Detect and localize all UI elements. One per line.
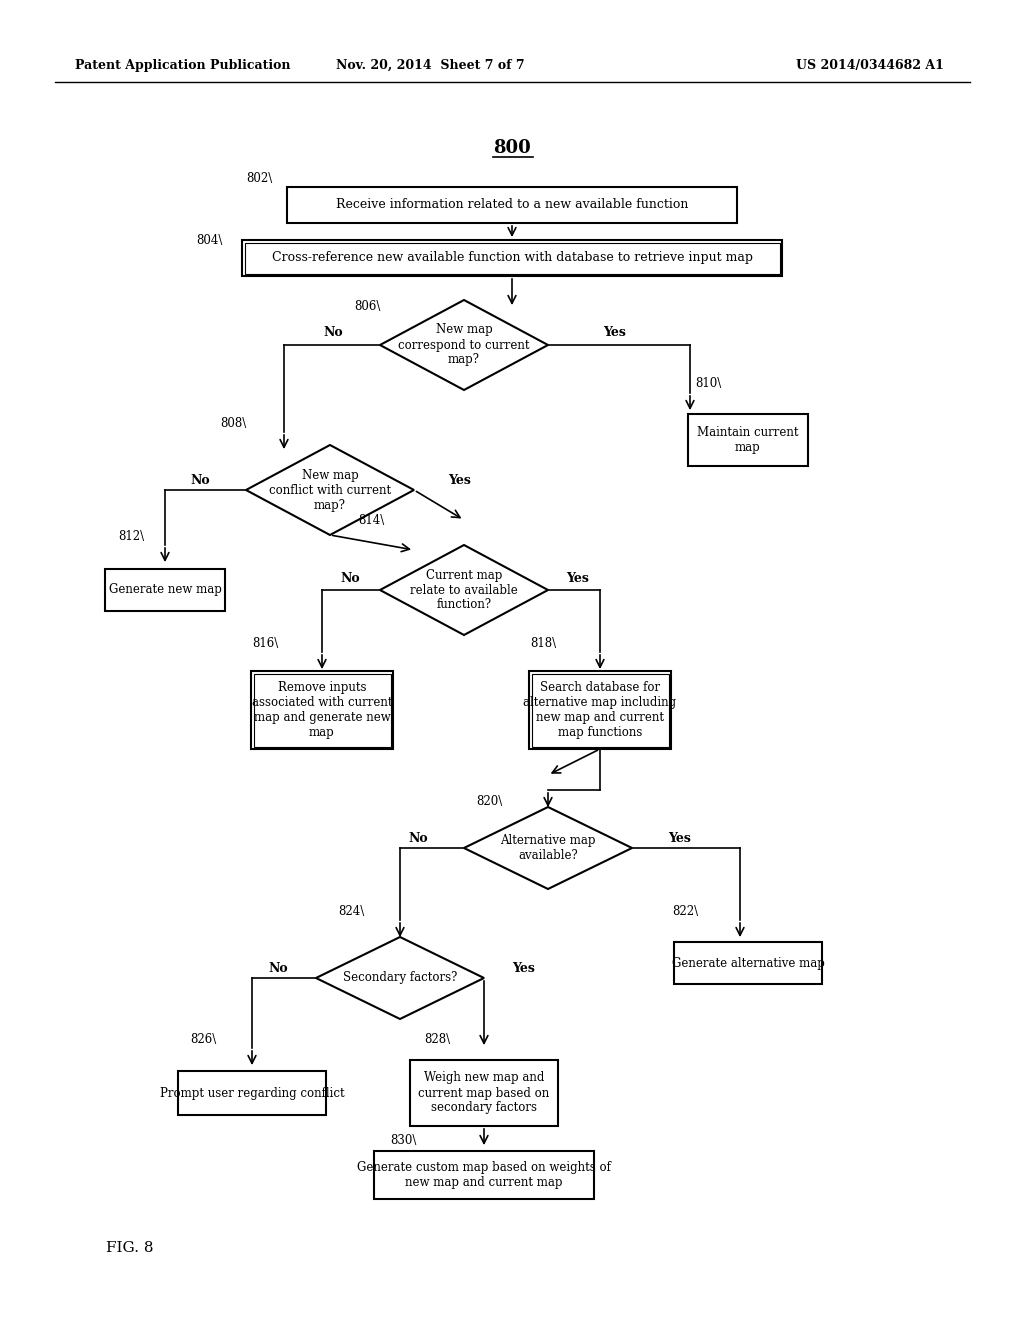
Bar	[245, 243, 779, 273]
Text: 820\: 820\	[476, 795, 502, 808]
Text: 816\: 816\	[252, 638, 279, 649]
Bar	[251, 671, 393, 748]
Polygon shape	[246, 445, 414, 535]
Text: 808\: 808\	[220, 417, 246, 430]
Text: 800: 800	[494, 139, 530, 157]
Text: Yes: Yes	[449, 474, 471, 487]
Text: No: No	[340, 572, 359, 585]
Text: Patent Application Publication: Patent Application Publication	[75, 58, 291, 71]
Text: Yes: Yes	[566, 572, 590, 585]
Bar	[674, 942, 822, 983]
Text: 814\: 814\	[358, 513, 384, 527]
Text: Weigh new map and
current map based on
secondary factors: Weigh new map and current map based on s…	[419, 1072, 550, 1114]
Text: 830\: 830\	[390, 1134, 417, 1147]
Polygon shape	[380, 300, 548, 389]
Text: 806\: 806\	[354, 300, 380, 313]
Text: Search database for
alternative map including
new map and current
map functions: Search database for alternative map incl…	[523, 681, 677, 739]
Bar	[178, 1071, 326, 1115]
Bar	[529, 671, 671, 748]
Text: Generate new map: Generate new map	[109, 583, 221, 597]
Bar	[688, 414, 808, 466]
Polygon shape	[316, 937, 484, 1019]
Text: Generate alternative map: Generate alternative map	[672, 957, 824, 969]
Text: Prompt user regarding conflict: Prompt user regarding conflict	[160, 1086, 344, 1100]
Text: No: No	[190, 474, 210, 487]
Text: FIG. 8: FIG. 8	[106, 1241, 154, 1255]
Text: 826\: 826\	[190, 1034, 216, 1045]
Polygon shape	[380, 545, 548, 635]
Bar	[410, 1060, 558, 1126]
Text: New map
conflict with current
map?: New map conflict with current map?	[269, 469, 391, 511]
Text: 810\: 810\	[695, 378, 721, 389]
Text: Yes: Yes	[603, 326, 627, 339]
Text: Nov. 20, 2014  Sheet 7 of 7: Nov. 20, 2014 Sheet 7 of 7	[336, 58, 524, 71]
Text: 824\: 824\	[338, 906, 365, 917]
Text: New map
correspond to current
map?: New map correspond to current map?	[398, 323, 529, 367]
Text: 804\: 804\	[196, 234, 222, 247]
Text: Yes: Yes	[669, 832, 691, 845]
Text: US 2014/0344682 A1: US 2014/0344682 A1	[796, 58, 944, 71]
Text: Maintain current
map: Maintain current map	[697, 426, 799, 454]
Bar	[287, 187, 737, 223]
Bar	[242, 240, 782, 276]
Text: No: No	[409, 832, 428, 845]
Text: Cross-reference new available function with database to retrieve input map: Cross-reference new available function w…	[271, 252, 753, 264]
Bar	[254, 673, 390, 747]
Text: Current map
relate to available
function?: Current map relate to available function…	[411, 569, 518, 611]
Text: Secondary factors?: Secondary factors?	[343, 972, 457, 985]
Text: No: No	[324, 326, 343, 339]
Text: Alternative map
available?: Alternative map available?	[501, 834, 596, 862]
Text: 802\: 802\	[246, 172, 272, 185]
Text: Receive information related to a new available function: Receive information related to a new ava…	[336, 198, 688, 211]
Bar	[531, 673, 669, 747]
Text: 812\: 812\	[118, 531, 144, 543]
Text: 828\: 828\	[424, 1034, 451, 1045]
Text: Yes: Yes	[513, 961, 536, 974]
Text: 822\: 822\	[672, 906, 698, 917]
Text: No: No	[268, 961, 288, 974]
Polygon shape	[464, 807, 632, 888]
Text: Generate custom map based on weights of
new map and current map: Generate custom map based on weights of …	[357, 1162, 611, 1189]
Bar	[374, 1151, 594, 1199]
Bar	[105, 569, 225, 611]
Text: Remove inputs
associated with current
map and generate new
map: Remove inputs associated with current ma…	[252, 681, 392, 739]
Text: 818\: 818\	[530, 638, 556, 649]
